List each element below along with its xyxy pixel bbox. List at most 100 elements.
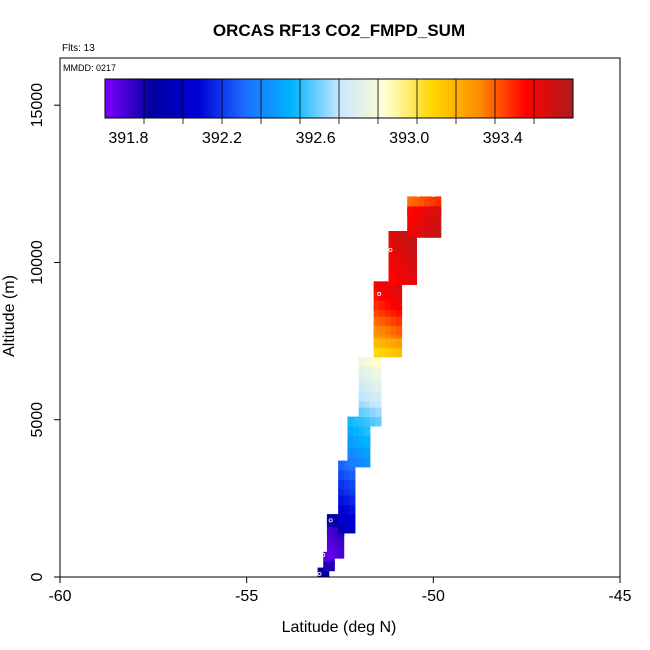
heat-cell xyxy=(412,227,419,238)
heat-cell xyxy=(396,315,403,326)
colorbar-swatch xyxy=(113,79,116,118)
heat-cell xyxy=(396,281,403,292)
colorbar-swatch xyxy=(485,79,488,118)
colorbar-swatch xyxy=(560,79,563,118)
colorbar-swatch xyxy=(108,79,111,118)
heat-cell xyxy=(379,337,386,348)
heat-cell xyxy=(369,366,376,377)
colorbar-swatch xyxy=(472,79,475,118)
colorbar-swatch xyxy=(373,79,376,118)
colorbar-swatch xyxy=(119,79,122,118)
colorbar-swatch xyxy=(291,79,294,118)
heat-cell xyxy=(405,275,412,285)
heat-cell xyxy=(396,337,403,348)
heat-cell xyxy=(358,391,365,402)
track-point xyxy=(362,348,367,353)
colorbar-swatch xyxy=(111,79,114,118)
colorbar-swatch xyxy=(199,79,202,118)
colorbar-swatch xyxy=(524,79,527,118)
colorbar-swatch xyxy=(449,79,452,118)
colorbar-swatch xyxy=(313,79,316,118)
colorbar-swatch xyxy=(329,79,332,118)
colorbar-swatch xyxy=(555,79,558,118)
colorbar-swatch xyxy=(205,79,208,118)
colorbar-swatch xyxy=(499,79,502,118)
heat-cell xyxy=(384,337,391,348)
date-label: MMDD: 0217 xyxy=(63,63,116,73)
heat-cell xyxy=(343,479,350,490)
colorbar-swatch xyxy=(392,79,395,118)
heat-cell xyxy=(358,381,365,392)
colorbar-swatch xyxy=(304,79,307,118)
colorbar-swatch xyxy=(165,79,168,118)
heat-cell xyxy=(384,325,391,336)
colorbar-swatch xyxy=(322,79,325,118)
track-point xyxy=(323,534,328,539)
heat-cell xyxy=(349,504,356,515)
x-axis: -60 -55 -50 -45 xyxy=(48,577,632,605)
colorbar-swatch xyxy=(202,79,205,118)
colorbar-swatch xyxy=(469,79,472,118)
colorbar-swatch xyxy=(319,79,322,118)
heat-cell xyxy=(394,240,401,251)
heat-cell xyxy=(364,381,371,392)
colorbar-swatch xyxy=(496,79,499,118)
colorbar-swatch xyxy=(324,79,327,118)
heat-cell xyxy=(375,391,382,402)
colorbar-swatch xyxy=(278,79,281,118)
heat-cell xyxy=(384,315,391,326)
colorbar-swatch xyxy=(290,79,293,118)
colorbar-swatch xyxy=(147,79,150,118)
colorbar-swatch xyxy=(343,79,346,118)
heat-cell xyxy=(418,227,425,238)
heat-cell xyxy=(375,356,382,367)
colorbar-swatch xyxy=(553,79,556,118)
colorbar-swatch xyxy=(348,79,351,118)
heat-cell xyxy=(364,356,371,367)
heat-cell xyxy=(343,470,350,480)
heat-cell xyxy=(349,470,356,480)
colorbar-swatch xyxy=(139,79,142,118)
colorbar-swatch xyxy=(381,79,384,118)
colorbar-swatch xyxy=(356,79,359,118)
colorbar-swatch xyxy=(434,79,437,118)
colorbar-swatch xyxy=(274,79,277,118)
colorbar-swatch xyxy=(246,79,249,118)
colorbar-swatch xyxy=(298,79,301,118)
colorbar-swatch xyxy=(439,79,442,118)
colorbar-swatch xyxy=(514,79,517,118)
heat-cell xyxy=(418,196,425,207)
colorbar-swatch xyxy=(170,79,173,118)
heat-cell xyxy=(407,218,414,229)
colorbar-swatch xyxy=(412,79,415,118)
colorbar-swatch xyxy=(213,79,216,118)
colorbar-swatch xyxy=(517,79,520,118)
heat-cell xyxy=(375,366,382,377)
colorbar-swatch xyxy=(405,79,408,118)
colorbar-swatch xyxy=(467,79,470,118)
heat-cell xyxy=(429,227,436,238)
heat-cell xyxy=(384,306,391,317)
heat-cell xyxy=(353,416,360,427)
heat-cell xyxy=(390,281,397,292)
heat-cell xyxy=(410,249,418,260)
heat-cell xyxy=(399,275,406,285)
heat-cell xyxy=(375,416,382,427)
heat-cell xyxy=(384,290,391,301)
heat-cell xyxy=(384,347,391,358)
colorbar-swatch xyxy=(259,79,262,118)
heat-cell xyxy=(369,391,376,402)
colorbar-swatch xyxy=(239,79,242,118)
colorbar-swatch xyxy=(339,79,342,118)
colorbar-swatch xyxy=(184,79,187,118)
colorbar-swatch xyxy=(231,79,234,118)
colorbar-swatch xyxy=(225,79,228,118)
colorbar-swatch xyxy=(303,79,306,118)
colorbar-swatch xyxy=(314,79,317,118)
colorbar-swatch xyxy=(296,79,299,118)
heat-cell xyxy=(405,265,412,276)
heat-cell xyxy=(399,249,406,260)
colorbar-swatch xyxy=(368,79,371,118)
colorbar-swatch xyxy=(220,79,223,118)
colorbar-swatch xyxy=(501,79,504,118)
